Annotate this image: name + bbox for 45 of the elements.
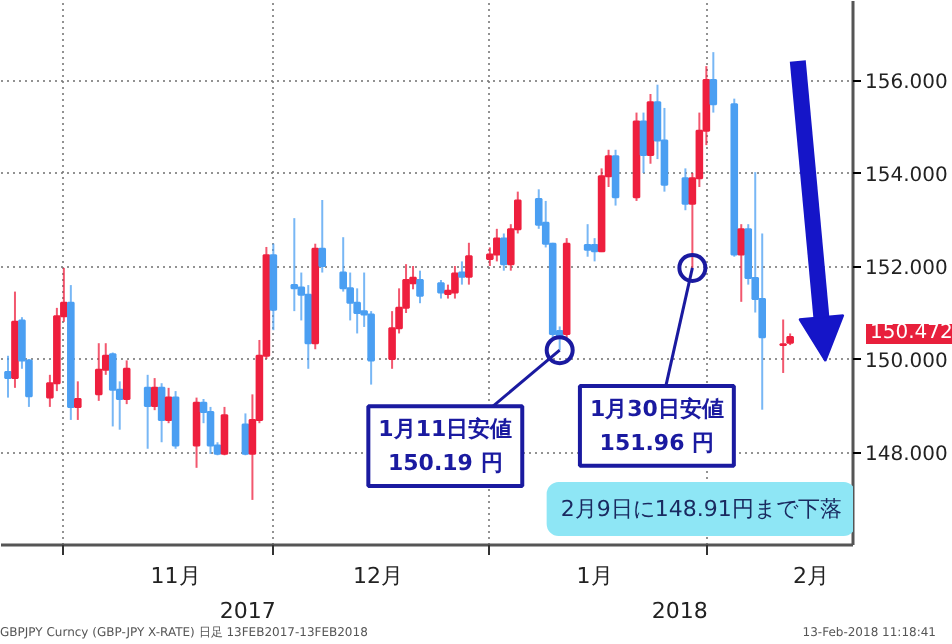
candlestick xyxy=(779,318,787,374)
x-tick-label: 12月 xyxy=(353,563,404,589)
candlestick xyxy=(150,377,159,412)
annotation: 1月30日安値 151.96 円 xyxy=(589,395,724,456)
candlestick xyxy=(143,373,152,450)
candlestick xyxy=(171,390,180,450)
annotation: 1月11日安値 150.19 円 xyxy=(378,416,513,477)
candlestick xyxy=(108,351,117,428)
candlestick xyxy=(437,278,445,300)
candlestick xyxy=(458,260,466,286)
text: 2018 xyxy=(649,598,710,624)
y-tick-label: 148.000 xyxy=(865,444,948,467)
x-tick-label: 11月 xyxy=(150,563,201,589)
candlestick xyxy=(493,227,501,263)
candlestick xyxy=(157,382,166,444)
candlestick xyxy=(74,380,82,421)
candlestick xyxy=(318,199,327,274)
x-tick-label: 2月 xyxy=(793,563,830,589)
annotation: 2月9日に148.91円まで下落 xyxy=(560,496,842,522)
y-tick-label: 156.000 xyxy=(865,72,948,95)
candlestick xyxy=(681,167,690,212)
candlestick xyxy=(220,405,229,457)
candlestick xyxy=(206,405,215,455)
text: 2017 xyxy=(217,598,278,624)
candlestick xyxy=(451,265,459,300)
candlestick xyxy=(192,396,201,469)
candlestick xyxy=(639,111,648,175)
candlestick xyxy=(290,217,299,313)
x-tick-label: 1月 xyxy=(576,563,613,589)
text: 150.472 xyxy=(866,322,952,344)
y-tick-label: 152.000 xyxy=(865,258,948,281)
candlestick xyxy=(709,51,718,114)
candlestick xyxy=(164,386,173,425)
candlestick xyxy=(465,241,473,286)
candlestick xyxy=(4,354,12,399)
candlestick xyxy=(122,359,131,406)
candlestick xyxy=(94,342,103,402)
candlestick xyxy=(583,223,592,258)
y-tick-label: 154.000 xyxy=(865,165,948,188)
candlestick xyxy=(241,412,250,457)
candlestick xyxy=(737,223,746,303)
candlestick xyxy=(416,269,424,305)
candlestick xyxy=(500,232,508,272)
y-tick-label: 150.000 xyxy=(865,351,948,374)
candlestick xyxy=(611,148,620,207)
